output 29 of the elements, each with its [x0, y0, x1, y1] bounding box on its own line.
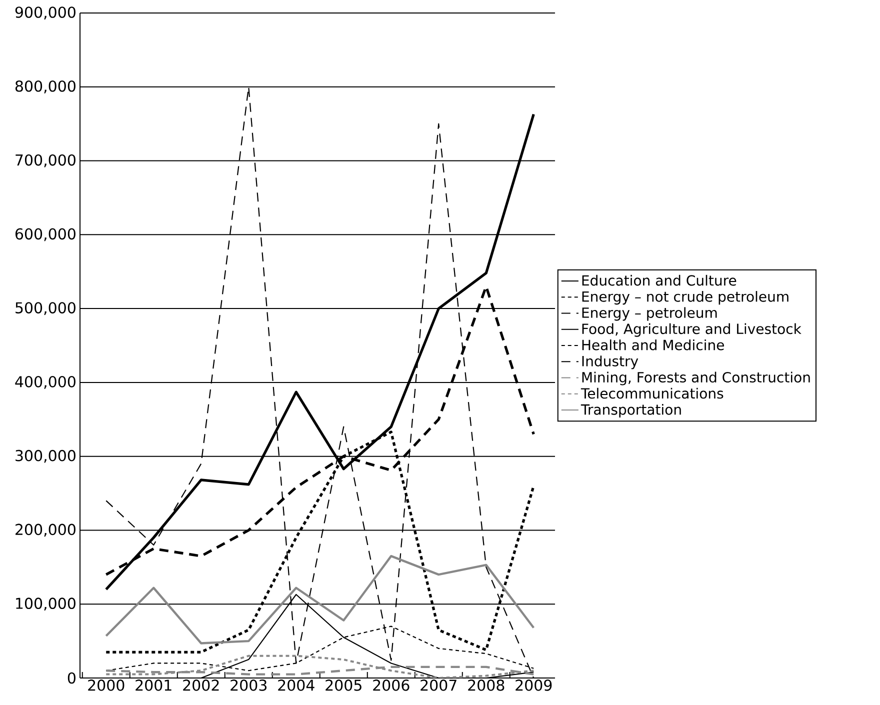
x-tick-label: 2007: [420, 680, 456, 691]
x-tick-label: 2004: [278, 680, 314, 691]
legend-label: Health and Medicine: [582, 339, 724, 350]
x-tick-label: 2001: [136, 680, 172, 691]
x-tick-label: 2006: [373, 680, 410, 691]
y-tick-label: 700,000: [16, 154, 76, 168]
y-tick-label: 600,000: [15, 228, 76, 242]
y-tick-label: 400,000: [15, 376, 76, 389]
y-tick-label: 300,000: [16, 450, 76, 463]
legend-label: Energy – not crude petroleum: [582, 291, 788, 305]
legend-label: Industry: [582, 356, 638, 370]
y-tick-label: 200,000: [16, 524, 76, 537]
y-tick-label: 500,000: [16, 302, 76, 315]
legend-label: Energy – petroleum: [582, 307, 717, 321]
x-tick-label: 2008: [468, 680, 504, 691]
y-tick-label: 900,000: [15, 6, 76, 20]
x-tick-label: 2003: [230, 680, 267, 691]
x-tick-label: 2009: [516, 680, 552, 691]
y-tick-label: 100,000: [16, 598, 76, 611]
x-tick-label: 2005: [326, 680, 362, 691]
x-tick-label: 2000: [88, 680, 124, 691]
legend-label: Mining, Forests and Construction: [582, 372, 810, 386]
y-tick-label: 0: [68, 672, 76, 684]
legend-label: Telecommunications: [580, 388, 724, 399]
legend-label: Education and Culture: [582, 274, 736, 286]
legend-label: Transportation: [580, 404, 681, 418]
y-tick-label: 800,000: [15, 80, 76, 94]
x-tick-label: 2002: [183, 680, 219, 691]
legend-label: Food, Agriculture and Livestock: [582, 323, 802, 337]
